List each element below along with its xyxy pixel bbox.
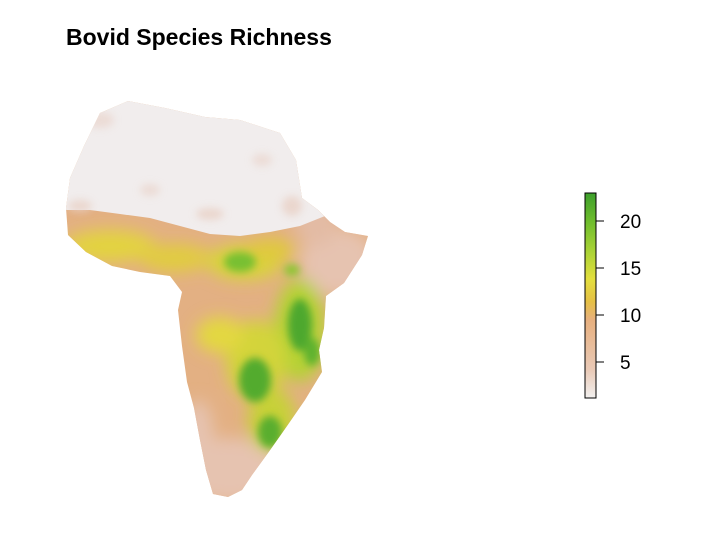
africa-raster: [66, 101, 368, 497]
legend: 5 10 15 20: [584, 192, 641, 399]
legend-tick-label: 10: [620, 306, 641, 327]
legend-tick-label: 20: [620, 212, 641, 233]
legend-tick-label: 5: [620, 353, 631, 374]
legend-colorbar: [584, 192, 597, 399]
legend-tick-label: 15: [620, 259, 641, 280]
plot-title: Bovid Species Richness: [66, 24, 332, 50]
